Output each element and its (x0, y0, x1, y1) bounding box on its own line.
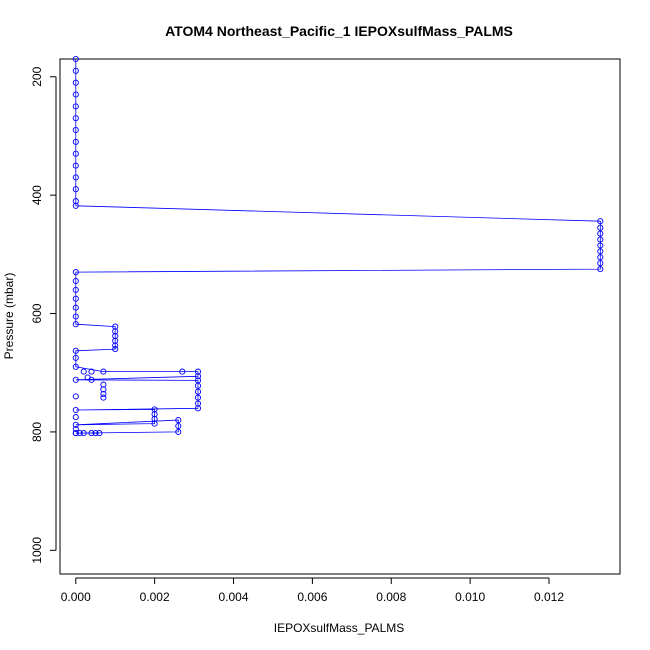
x-tick-label: 0.012 (534, 590, 564, 604)
data-point (72, 162, 79, 169)
data-point (112, 328, 119, 335)
data-point (151, 415, 158, 422)
data-point (72, 55, 79, 63)
data-point (72, 91, 79, 98)
x-tick-label: 0.004 (219, 590, 249, 604)
data-point (194, 405, 202, 412)
data-point (72, 295, 79, 302)
data-point (112, 346, 119, 353)
data-point (194, 382, 202, 389)
data-point (179, 368, 186, 375)
data-point (597, 242, 604, 249)
data-point (72, 313, 79, 320)
y-axis: 200 400 600 800 1000 (30, 66, 57, 564)
x-tick-label: 0.008 (376, 590, 406, 604)
data-point (597, 218, 604, 225)
data-point (72, 414, 79, 421)
data-point (151, 411, 158, 418)
x-tick-label: 0.002 (140, 590, 170, 604)
data-point (96, 430, 103, 437)
data-point (72, 67, 79, 74)
data-point (80, 368, 87, 375)
data-point (175, 422, 182, 430)
data-point (72, 376, 79, 383)
data-point (88, 368, 95, 375)
data-point (72, 393, 79, 400)
chart-title: ATOM4 Northeast_Pacific_1 IEPOXsulfMass_… (165, 23, 513, 39)
data-point (72, 363, 79, 370)
data-point (72, 269, 79, 276)
data-point (72, 277, 79, 285)
data-point (72, 421, 79, 428)
data-point (72, 347, 79, 354)
data-point (194, 388, 202, 395)
data-point (100, 394, 107, 401)
data-point (72, 126, 79, 134)
data-point (112, 323, 119, 330)
data-point (72, 198, 79, 205)
data-point (597, 260, 604, 267)
y-tick-label: 400 (30, 185, 44, 205)
data-point (194, 368, 202, 375)
data-point (72, 138, 79, 145)
x-tick-label: 0.006 (297, 590, 327, 604)
x-axis-label: IEPOXsulfMass_PALMS (274, 621, 405, 635)
data-point (100, 381, 107, 388)
data-point (597, 230, 604, 237)
data-point (72, 286, 79, 293)
y-tick-label: 800 (30, 422, 44, 442)
data-point (151, 420, 158, 427)
data-point (72, 425, 79, 433)
data-point (88, 430, 95, 437)
data-point (88, 376, 95, 383)
x-tick-label: 0.000 (61, 590, 91, 604)
data-point (72, 174, 79, 181)
data-point (72, 150, 79, 157)
data-point (80, 430, 87, 437)
x-axis: 0.000 0.002 0.004 0.006 0.008 0.010 0.012 (61, 577, 564, 604)
data-point (76, 430, 83, 437)
data-point (72, 304, 79, 311)
plot-frame (59, 58, 621, 575)
data-point (72, 186, 79, 193)
data-point (175, 417, 182, 424)
data-point (72, 354, 79, 361)
data-point (597, 248, 604, 255)
y-tick-label: 1000 (30, 537, 44, 564)
data-point (72, 115, 79, 122)
data-point (112, 337, 119, 344)
data-point (597, 236, 604, 243)
data-point (100, 390, 107, 398)
data-point (175, 428, 182, 435)
y-axis-label: Pressure (mbar) (2, 273, 16, 360)
data-point (72, 202, 79, 209)
data-point (72, 79, 79, 86)
data-point (100, 386, 107, 393)
data-point (100, 368, 107, 375)
data-point (597, 224, 604, 231)
data-point (92, 430, 99, 437)
data-point (597, 266, 604, 273)
data-point (112, 342, 119, 349)
data-point (194, 394, 202, 401)
data-point (72, 321, 79, 328)
data-point (72, 103, 79, 110)
x-tick-label: 0.010 (455, 590, 485, 604)
data-point (597, 254, 604, 261)
series-layer (72, 55, 604, 437)
y-tick-label: 600 (30, 303, 44, 323)
data-point (72, 430, 79, 437)
data-point (72, 406, 79, 414)
y-tick-label: 200 (30, 66, 44, 86)
data-point (194, 373, 202, 380)
